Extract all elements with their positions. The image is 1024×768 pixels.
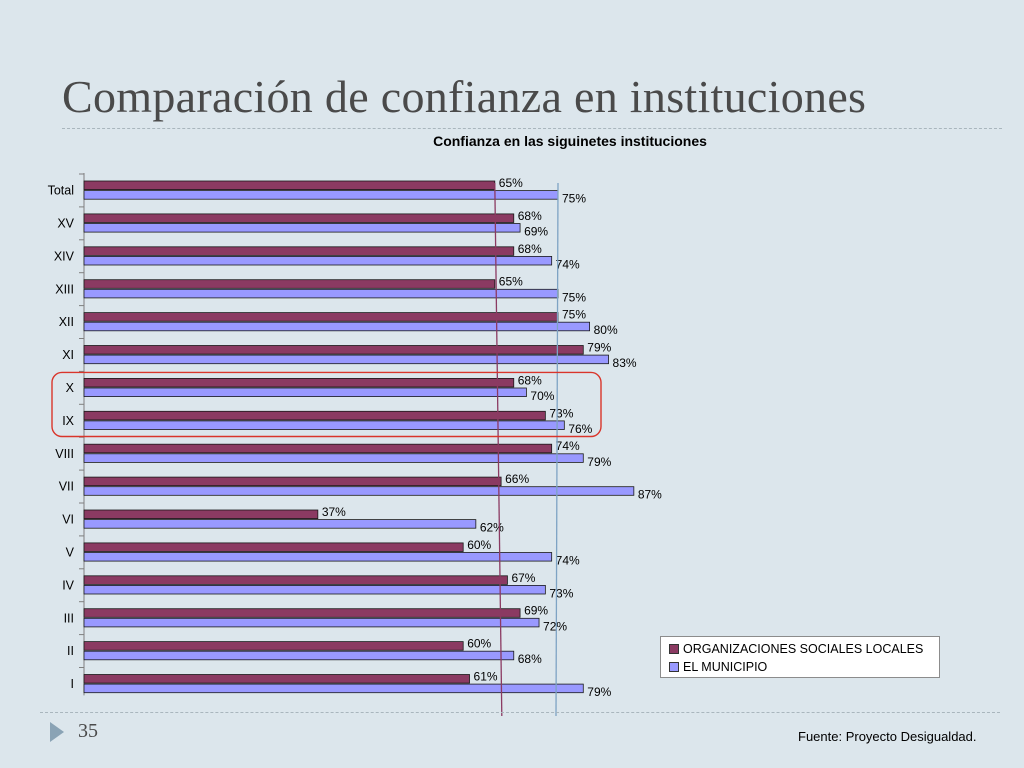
- footer-divider: [40, 712, 1000, 713]
- legend-swatch-series2: [669, 662, 679, 672]
- data-label: 75%: [562, 308, 586, 322]
- data-label: 76%: [568, 422, 592, 436]
- legend-label-series1: ORGANIZACIONES SOCIALES LOCALES: [683, 642, 924, 656]
- legend-item-municipio: EL MUNICIPIO: [669, 659, 767, 675]
- data-label: 79%: [587, 455, 611, 469]
- bar-series1: [83, 345, 584, 355]
- bar-series1: [83, 180, 496, 191]
- data-label: 74%: [556, 439, 580, 453]
- data-label: 70%: [530, 389, 554, 403]
- bar-series1: [83, 509, 319, 520]
- highlight-box: [51, 371, 602, 438]
- category-label: I: [71, 677, 74, 691]
- bar-series2: [83, 650, 515, 661]
- data-label: 69%: [524, 604, 548, 618]
- bar-series2: [83, 190, 559, 200]
- data-label: 68%: [518, 652, 542, 666]
- bar-series1: [83, 246, 515, 256]
- data-label: 74%: [556, 554, 580, 568]
- category-label: XV: [57, 217, 74, 231]
- bar-series2: [83, 486, 635, 496]
- data-label: 80%: [594, 323, 618, 337]
- category-label: XI: [62, 348, 74, 362]
- category-label: Total: [48, 184, 74, 198]
- bar-series1: [83, 476, 502, 487]
- reference-line-series1: [494, 182, 503, 717]
- category-label: II: [67, 644, 74, 658]
- data-label: 68%: [518, 209, 542, 223]
- legend-swatch-series1: [669, 644, 679, 654]
- bar-series1: [83, 575, 508, 585]
- bar-series1: [83, 674, 470, 684]
- bar-series2: [83, 552, 553, 562]
- category-label: XIV: [54, 249, 75, 263]
- bar-series2: [83, 255, 553, 266]
- data-label: 66%: [505, 472, 529, 486]
- data-label: 75%: [562, 192, 586, 206]
- category-label: X: [66, 381, 75, 395]
- data-label: 74%: [556, 257, 580, 271]
- bar-series2: [83, 683, 584, 694]
- bar-series2: [83, 321, 591, 332]
- bar-series1: [83, 542, 464, 552]
- bar-series2: [83, 420, 565, 430]
- bar-series1: [83, 608, 521, 618]
- data-label: 73%: [549, 406, 573, 420]
- chart-title: Confianza en las siguinetes institucione…: [433, 133, 707, 149]
- reference-line-series2: [555, 182, 559, 717]
- category-label: VIII: [55, 447, 74, 461]
- data-label: 72%: [543, 619, 567, 633]
- data-label: 60%: [467, 538, 491, 552]
- bar-series1: [83, 377, 515, 388]
- data-label: 60%: [467, 637, 491, 651]
- legend-label-series2: EL MUNICIPIO: [683, 660, 768, 674]
- page-number: 35: [78, 720, 98, 742]
- bar-series2: [83, 288, 559, 299]
- data-label: 79%: [587, 341, 611, 355]
- data-label: 87%: [638, 488, 662, 502]
- bar-series1: [83, 279, 496, 289]
- category-label: III: [64, 611, 74, 625]
- bar-series1: [83, 213, 515, 223]
- slide-title: Comparación de confianza en institucione…: [62, 71, 867, 122]
- data-label: 79%: [587, 685, 611, 699]
- bar-series1: [83, 641, 464, 651]
- bar-series2: [83, 519, 477, 529]
- data-label: 83%: [613, 356, 637, 370]
- data-label: 65%: [499, 176, 523, 190]
- data-label: 61%: [474, 670, 498, 684]
- bar-series1: [83, 410, 546, 421]
- bar-series2: [83, 223, 521, 233]
- category-label: XII: [59, 315, 74, 329]
- data-label: 67%: [511, 571, 535, 585]
- data-label: 75%: [562, 290, 586, 304]
- data-label: 37%: [322, 505, 346, 519]
- category-label: VI: [62, 513, 74, 527]
- data-label: 68%: [518, 373, 542, 387]
- bar-series2: [83, 387, 527, 398]
- title-divider: [62, 128, 1002, 129]
- bar-series2: [83, 354, 609, 365]
- bar-series2: [83, 453, 584, 463]
- data-label: 69%: [524, 225, 548, 239]
- data-label: 65%: [499, 275, 523, 289]
- data-label: 73%: [549, 586, 573, 600]
- category-label: VII: [59, 480, 74, 494]
- source-note: Fuente: Proyecto Desigualdad.: [798, 729, 977, 744]
- legend-item-organizaciones: ORGANIZACIONES SOCIALES LOCALES: [669, 641, 923, 657]
- bar-series1: [83, 443, 553, 454]
- category-label: V: [66, 546, 75, 560]
- bar-series2: [83, 617, 540, 628]
- bar-series2: [83, 585, 546, 595]
- chart-legend: ORGANIZACIONES SOCIALES LOCALES EL MUNIC…: [660, 636, 940, 678]
- slide-nav-arrow-icon[interactable]: [50, 722, 64, 742]
- data-label: 62%: [480, 521, 504, 535]
- data-label: 68%: [518, 242, 542, 256]
- category-label: IV: [62, 578, 74, 592]
- category-label: IX: [62, 414, 74, 428]
- bar-series1: [83, 312, 559, 322]
- category-label: XIII: [55, 282, 74, 296]
